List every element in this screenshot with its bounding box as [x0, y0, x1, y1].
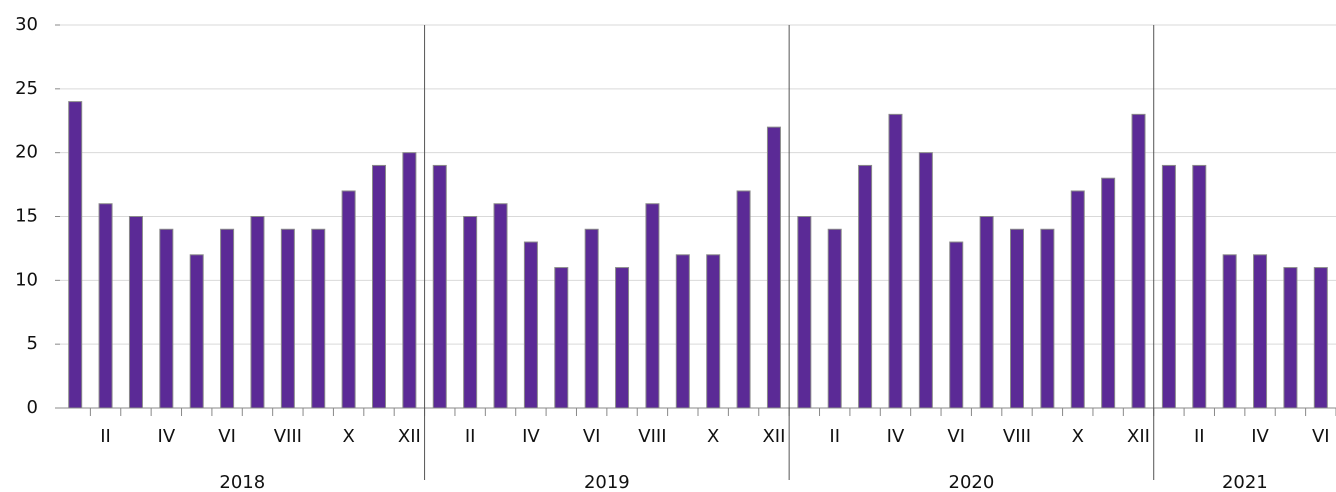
x-tick-label: X — [1072, 426, 1084, 447]
y-tick-label: 15 — [15, 206, 38, 227]
bar — [1101, 177, 1116, 409]
bar — [949, 241, 964, 409]
y-tick-label: 20 — [15, 142, 38, 163]
bar — [493, 203, 508, 409]
bar — [128, 216, 143, 409]
y-tick-label: 0 — [27, 397, 38, 418]
y-tick-label: 5 — [27, 333, 38, 354]
bar — [1253, 254, 1268, 409]
bar — [523, 241, 538, 409]
bar — [432, 164, 447, 409]
x-tick-label: X — [342, 426, 354, 447]
bar — [858, 164, 873, 409]
bar — [797, 216, 812, 409]
y-tick-label: 25 — [15, 78, 38, 99]
bar — [280, 228, 295, 409]
bar — [1131, 113, 1146, 409]
x-tick-label: XII — [762, 426, 785, 447]
bar — [1283, 267, 1298, 409]
bar — [554, 267, 569, 409]
x-tick-label: II — [100, 426, 111, 447]
bar — [1040, 228, 1055, 409]
x-tick-label: VI — [218, 426, 236, 447]
group-label: 2018 — [219, 472, 265, 492]
bar — [463, 216, 478, 409]
bar — [68, 101, 83, 409]
bar — [979, 216, 994, 409]
y-tick-label: 10 — [15, 269, 38, 290]
x-tick-label: II — [1194, 426, 1205, 447]
x-tick-label: XII — [1127, 426, 1150, 447]
bar — [827, 228, 842, 409]
bar — [402, 152, 417, 409]
bar — [1222, 254, 1237, 409]
x-tick-label: IV — [1251, 426, 1269, 447]
bar — [1010, 228, 1024, 409]
bar — [159, 228, 174, 409]
x-tick-label: VIII — [274, 426, 302, 447]
x-tick-label: VIII — [1003, 426, 1031, 447]
bar — [888, 113, 903, 409]
x-tick-label: VI — [1312, 426, 1330, 447]
bar — [98, 203, 113, 409]
x-tick-label: X — [707, 426, 719, 447]
x-tick-label: VIII — [638, 426, 666, 447]
group-label: 2021 — [1222, 472, 1268, 492]
bar — [766, 126, 781, 409]
bar — [1161, 164, 1176, 409]
bar — [341, 190, 356, 409]
x-tick-label: VI — [947, 426, 965, 447]
bar — [675, 254, 690, 409]
x-tick-label: XII — [398, 426, 421, 447]
bar — [1313, 267, 1328, 409]
x-tick-label: IV — [158, 426, 176, 447]
bar — [250, 216, 265, 409]
bar — [311, 228, 326, 409]
bar — [220, 228, 235, 409]
x-tick-label: IV — [887, 426, 905, 447]
x-tick-label: II — [829, 426, 840, 447]
bar — [189, 254, 204, 409]
y-tick-label: 30 — [15, 14, 38, 35]
x-tick-label: II — [465, 426, 476, 447]
bar — [736, 190, 751, 409]
bar — [584, 228, 599, 409]
bar — [645, 203, 660, 409]
bar — [918, 152, 933, 409]
bar — [706, 254, 721, 409]
group-label: 2020 — [949, 472, 995, 492]
bar — [1192, 164, 1207, 409]
group-label: 2019 — [584, 472, 630, 492]
x-tick-label: IV — [522, 426, 540, 447]
bar — [615, 267, 630, 409]
x-tick-label: VI — [583, 426, 601, 447]
bar — [1070, 190, 1085, 409]
bar — [372, 164, 386, 409]
